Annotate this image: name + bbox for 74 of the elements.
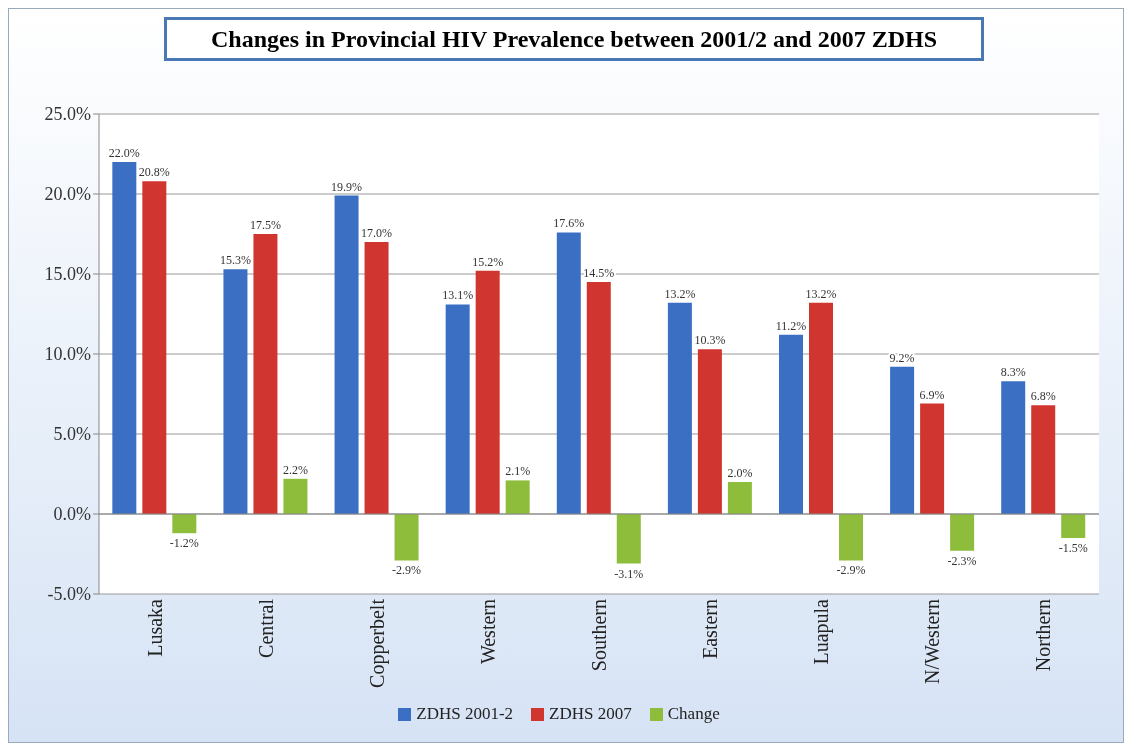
bar bbox=[890, 366, 915, 514]
bar bbox=[920, 403, 945, 514]
x-tick-label: Eastern bbox=[699, 599, 722, 659]
data-label: -2.9% bbox=[392, 563, 422, 578]
bar bbox=[283, 478, 308, 514]
data-label: 13.2% bbox=[805, 286, 837, 301]
data-label: 13.1% bbox=[442, 288, 474, 303]
data-label: 8.3% bbox=[1000, 365, 1026, 380]
bar bbox=[779, 334, 803, 514]
bar bbox=[1061, 514, 1086, 538]
y-tick-label: 5.0% bbox=[53, 424, 91, 445]
bar bbox=[809, 302, 833, 514]
data-label: 9.2% bbox=[889, 350, 915, 365]
bar bbox=[556, 232, 581, 514]
bar bbox=[727, 482, 752, 514]
x-tick-label: Northern bbox=[1032, 599, 1055, 672]
legend-label: Change bbox=[666, 704, 720, 724]
data-label: 2.0% bbox=[727, 466, 753, 480]
data-label: 6.9% bbox=[919, 387, 945, 402]
data-label: -1.5% bbox=[1058, 541, 1088, 555]
data-label: 15.3% bbox=[219, 253, 251, 268]
data-label: 17.0% bbox=[361, 226, 393, 240]
data-label: -2.3% bbox=[947, 553, 977, 568]
legend-label: ZDHS 2001-2 bbox=[415, 704, 514, 724]
y-tick-label: 25.0% bbox=[44, 104, 91, 125]
data-label: 20.8% bbox=[138, 165, 170, 180]
data-label: 11.2% bbox=[775, 318, 807, 333]
x-tick-label: Lusaka bbox=[143, 598, 166, 657]
y-tick-label: 10.0% bbox=[44, 344, 91, 365]
bar bbox=[334, 195, 359, 514]
data-label: -3.1% bbox=[614, 566, 644, 581]
x-tick-label: Central bbox=[254, 598, 277, 658]
data-label: 2.1% bbox=[505, 464, 531, 479]
bar bbox=[697, 349, 722, 514]
bar bbox=[839, 514, 863, 561]
y-tick-label: 20.0% bbox=[44, 184, 91, 205]
chart-title: Changes in Provincial HIV Prevalence between 2001/2 and 2007 ZDHS bbox=[164, 17, 984, 61]
bar bbox=[1001, 381, 1026, 514]
bar bbox=[364, 242, 389, 514]
x-tick-label: Western bbox=[476, 599, 499, 665]
y-tick-label: -5.0% bbox=[47, 584, 91, 605]
data-label: 22.0% bbox=[108, 146, 140, 160]
bar bbox=[667, 302, 692, 514]
data-label: 19.9% bbox=[331, 179, 363, 194]
bar bbox=[253, 234, 278, 514]
data-label: -1.2% bbox=[169, 536, 199, 551]
data-label: 17.5% bbox=[249, 218, 281, 232]
data-label: 10.3% bbox=[694, 333, 726, 348]
bar bbox=[445, 304, 470, 514]
bar bbox=[586, 282, 611, 514]
data-label: 6.8% bbox=[1030, 389, 1056, 404]
bar bbox=[394, 514, 419, 561]
data-label: 2.2% bbox=[282, 462, 308, 477]
bar bbox=[112, 162, 137, 514]
bar bbox=[1031, 405, 1056, 514]
bar bbox=[616, 514, 641, 564]
y-tick-label: 0.0% bbox=[53, 504, 91, 525]
data-label: 14.5% bbox=[583, 266, 615, 280]
data-label: 13.2% bbox=[664, 286, 696, 301]
x-tick-label: N/Western bbox=[921, 599, 944, 685]
bar bbox=[475, 270, 500, 514]
bar bbox=[172, 514, 197, 534]
data-label: 15.2% bbox=[472, 254, 504, 269]
data-label: -2.9% bbox=[836, 563, 866, 578]
bar bbox=[950, 514, 975, 551]
legend-label: ZDHS 2007 bbox=[548, 704, 632, 724]
bar bbox=[223, 269, 248, 514]
bar bbox=[142, 181, 167, 514]
x-tick-label: Copperbelt bbox=[365, 598, 389, 688]
x-tick-label: Southern bbox=[588, 599, 610, 672]
bar bbox=[505, 480, 530, 514]
data-label: 17.6% bbox=[553, 216, 585, 231]
x-tick-label: Luapula bbox=[810, 598, 834, 665]
y-tick-label: 15.0% bbox=[44, 264, 91, 285]
